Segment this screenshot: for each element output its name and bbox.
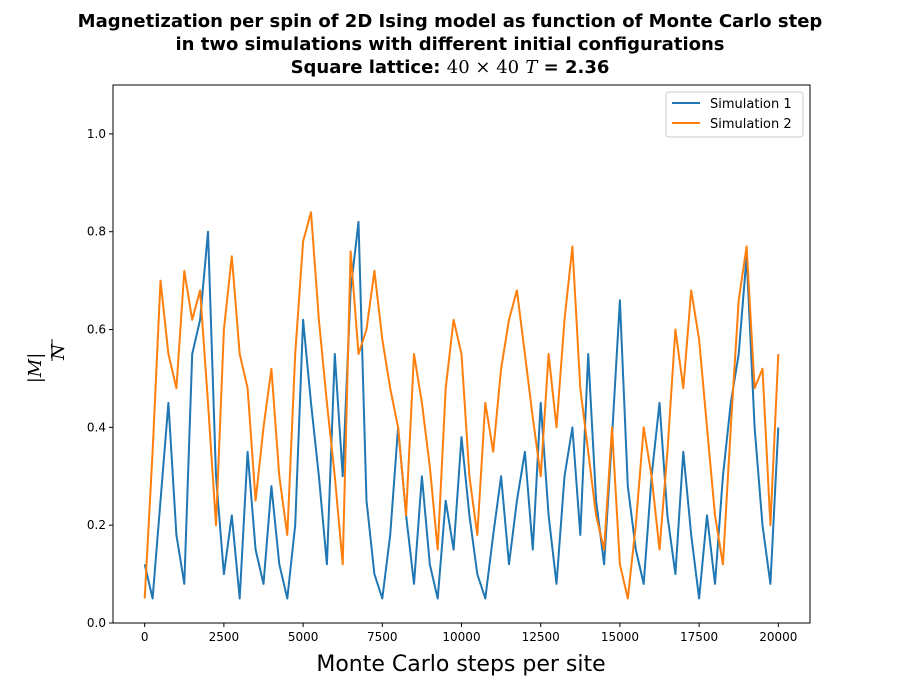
x-tick-label: 7500 xyxy=(367,630,398,644)
legend: Simulation 1 Simulation 2 xyxy=(665,91,804,138)
y-axis-label: |M| N xyxy=(25,339,69,383)
series-layer xyxy=(143,211,780,600)
legend-label-simulation-2: Simulation 2 xyxy=(710,117,792,132)
x-tick-label: 17500 xyxy=(680,630,718,644)
chart-title-prefix: Square lattice: xyxy=(290,57,447,78)
y-tick-label: 0.8 xyxy=(87,225,106,239)
x-tick-label: 15000 xyxy=(601,630,639,644)
y-axis-label-numerator: |M| xyxy=(25,353,46,384)
x-tick-label: 20000 xyxy=(759,630,797,644)
x-tick-label: 10000 xyxy=(442,630,480,644)
x-tick-label: 0 xyxy=(141,630,149,644)
chart-title-line-2: in two simulations with different initia… xyxy=(175,34,725,55)
legend-box xyxy=(665,91,804,138)
x-tick-label: 12500 xyxy=(522,630,560,644)
legend-label-simulation-1: Simulation 1 xyxy=(710,97,792,112)
y-axis-label-denominator: N xyxy=(48,343,69,361)
series-line-simulation-1 xyxy=(143,220,780,600)
chart-title-temp-symbol: T xyxy=(525,57,538,78)
y-tick-label: 0.4 xyxy=(87,420,106,434)
chart-title-lattice: 40 × 40 xyxy=(446,57,520,78)
y-tick-label: 1.0 xyxy=(87,127,106,141)
y-tick-label: 0.6 xyxy=(87,323,106,337)
x-tick-label: 5000 xyxy=(288,630,319,644)
ticks-layer: 0 2500 5000 7500 10000 12500 15000 17500 20000 0.… xyxy=(87,127,798,644)
y-tick-label: 0.0 xyxy=(87,616,106,630)
axes-frame xyxy=(112,84,811,624)
chart-title-line-3: Square lattice: 40 × 40 T = 2.36 xyxy=(0,57,900,78)
chart-title-temp-value: = 2.36 xyxy=(537,57,610,78)
y-tick-label: 0.2 xyxy=(87,518,106,532)
x-axis-label: Monte Carlo steps per site xyxy=(316,652,605,677)
chart-title-line-1: Magnetization per spin of 2D Ising model… xyxy=(77,11,823,32)
series-line-simulation-2 xyxy=(143,211,780,600)
x-tick-label: 2500 xyxy=(209,630,240,644)
